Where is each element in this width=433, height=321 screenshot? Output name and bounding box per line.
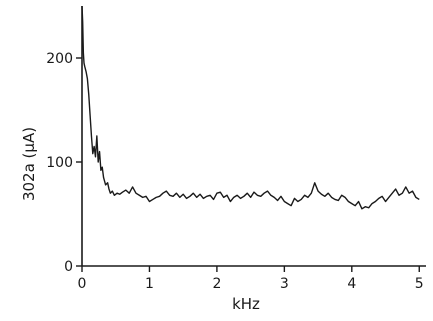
- x-tick-label: 4: [347, 276, 356, 292]
- x-axis-title: kHz: [232, 295, 260, 313]
- y-tick-label: 200: [46, 51, 73, 67]
- x-tick-label: 1: [145, 276, 154, 292]
- x-tick-label: 3: [280, 276, 289, 292]
- y-axis-title: 302a (μA): [20, 127, 38, 201]
- y-ticks: 0 100 200: [46, 51, 82, 275]
- series-line: [81, 5, 420, 210]
- x-tick-label: 5: [415, 276, 424, 292]
- y-tick-label: 0: [64, 259, 73, 275]
- x-ticks: 0 1 2 3 4 5: [78, 266, 424, 292]
- axes: [81, 6, 426, 267]
- y-tick-label: 100: [46, 155, 73, 171]
- x-tick-label: 0: [78, 276, 87, 292]
- x-tick-label: 2: [212, 276, 221, 292]
